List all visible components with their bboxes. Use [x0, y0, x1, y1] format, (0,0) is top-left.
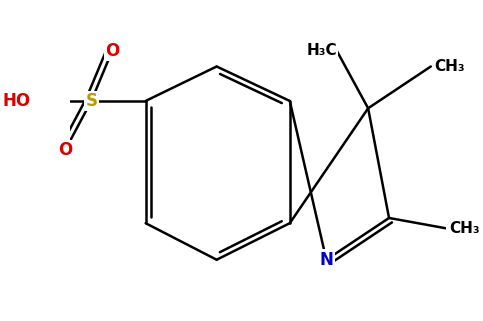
Text: CH₃: CH₃	[450, 221, 480, 236]
Text: HO: HO	[2, 92, 31, 110]
Text: CH₃: CH₃	[434, 59, 465, 74]
Text: H₃C: H₃C	[306, 43, 337, 58]
Text: O: O	[58, 141, 72, 159]
Text: O: O	[105, 42, 119, 60]
Text: S: S	[85, 92, 97, 110]
Text: N: N	[319, 251, 333, 269]
